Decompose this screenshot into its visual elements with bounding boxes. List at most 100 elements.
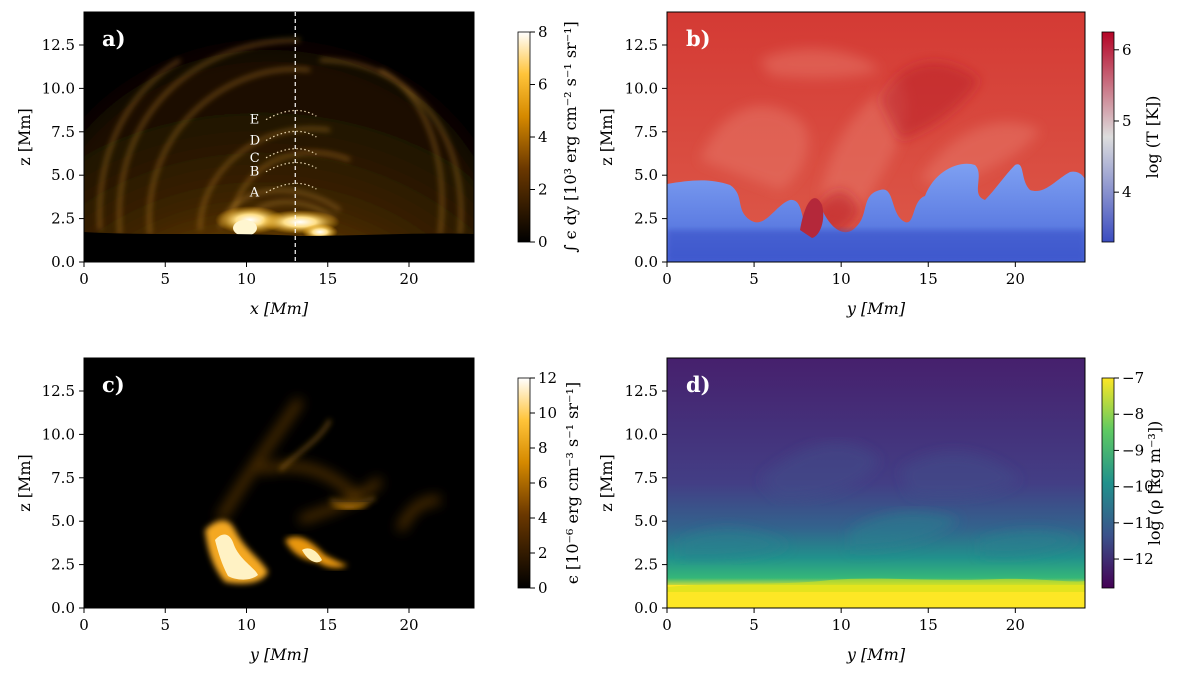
panel-d-colorbar-ticks: −7 −8 −9 −10 −11 −12: [1114, 369, 1154, 568]
x-tick-label: 20: [1006, 616, 1025, 634]
colorbar-tick-label: −11: [1122, 514, 1154, 532]
panel-a-ylabel: z [Mm]: [15, 108, 34, 166]
y-tick-label: 12.5: [625, 382, 658, 400]
colorbar-tick-label: 6: [538, 76, 548, 94]
y-tick-label: 2.5: [51, 556, 75, 574]
arc-label: B: [250, 165, 260, 180]
x-tick-label: 10: [832, 616, 851, 634]
colorbar-tick-label: 6: [538, 474, 548, 492]
panel-b-xlabel: y [Mm]: [846, 299, 906, 318]
x-tick-label: 5: [160, 270, 170, 288]
y-tick-label: 2.5: [634, 556, 658, 574]
arc-path: [265, 148, 317, 159]
y-tick-label: 2.5: [634, 210, 658, 228]
x-tick-label: 15: [919, 616, 938, 634]
colorbar-tick-label: 2: [538, 181, 548, 199]
panel-c-ylabel: z [Mm]: [15, 454, 34, 512]
panel-c: c) 0 5 10 15 20 0.0 2.5 5.0 7.5 10.0 12.5 y [Mm] z…: [15, 357, 582, 664]
colorbar-tick-label: −8: [1122, 405, 1144, 423]
colorbar-tick-label: 10: [538, 404, 557, 422]
colorbar-tick-label: 12: [538, 369, 557, 387]
y-tick-label: 12.5: [625, 36, 658, 54]
panel-d: d) 0 5 10 15 20 0.0 2.5 5.0 7.5 10.0 12.5 y [Mm] z…: [597, 357, 1164, 664]
panel-c-label: c): [102, 372, 125, 397]
x-tick-label: 20: [399, 616, 418, 634]
x-tick-label: 15: [318, 616, 337, 634]
x-tick-label: 0: [79, 616, 89, 634]
panel-b-colorbar-label: log (T [K]): [1143, 96, 1162, 179]
colorbar-tick-label: −9: [1122, 441, 1144, 459]
y-tick-label: 12.5: [42, 36, 75, 54]
panel-a-xlabel: x [Mm]: [250, 299, 309, 318]
y-tick-label: 7.5: [51, 123, 75, 141]
panel-a-colorbar-ticks: 0 2 4 6 8: [530, 23, 548, 251]
colorbar-tick-label: −10: [1122, 478, 1154, 496]
colorbar-tick-label: 8: [538, 439, 548, 457]
y-tick-label: 10.0: [42, 425, 75, 443]
arc-path: [265, 109, 317, 121]
colorbar-tick-label: 6: [1122, 41, 1132, 59]
panel-a-axes: 0 5 10 15 20 0.0 2.5 5.0 7.5 10.0 12.5: [42, 36, 419, 288]
panel-c-xlabel: y [Mm]: [249, 645, 309, 664]
panel-b-ylabel: z [Mm]: [597, 108, 616, 166]
y-tick-label: 2.5: [51, 210, 75, 228]
y-tick-label: 10.0: [625, 79, 658, 97]
panel-a-image: [84, 12, 474, 262]
colorbar-tick-label: 5: [1122, 112, 1132, 130]
panel-d-colorbar-label: log (ρ [kg m⁻³]): [1145, 421, 1164, 546]
y-tick-label: 7.5: [634, 123, 658, 141]
panel-b-axes: 0 5 10 15 20 0.0 2.5 5.0 7.5 10.0 12.5: [625, 36, 1025, 288]
panel-c-colorbar-label: ϵ [10⁻⁶ erg cm⁻³ s⁻¹ sr⁻¹]: [563, 382, 582, 584]
panel-d-ylabel: z [Mm]: [597, 454, 616, 512]
x-tick-label: 20: [1006, 270, 1025, 288]
arc-label: A: [249, 186, 260, 201]
panel-b-colorbar: [1101, 31, 1115, 243]
colorbar-tick-label: 8: [538, 23, 548, 41]
panel-d-label: d): [686, 372, 711, 397]
y-tick-label: 0.0: [634, 253, 658, 271]
y-tick-label: 0.0: [51, 253, 75, 271]
panel-d-axes: 0 5 10 15 20 0.0 2.5 5.0 7.5 10.0 12.5: [625, 382, 1025, 634]
x-tick-label: 0: [662, 270, 672, 288]
panel-c-colorbar: [517, 377, 531, 589]
x-tick-label: 0: [662, 616, 672, 634]
y-tick-label: 5.0: [51, 512, 75, 530]
x-tick-label: 5: [749, 270, 759, 288]
panel-b-image: [667, 12, 1085, 262]
x-tick-label: 5: [160, 616, 170, 634]
x-tick-label: 5: [749, 616, 759, 634]
panel-c-colorbar-ticks: 0 2 4 6 8 10 12: [530, 369, 557, 597]
panel-b-label: b): [686, 26, 711, 51]
arc-path: [265, 130, 317, 141]
panel-d-image: [667, 358, 1085, 608]
y-tick-label: 5.0: [51, 166, 75, 184]
x-tick-label: 15: [318, 270, 337, 288]
colorbar-tick-label: −7: [1122, 369, 1144, 387]
y-tick-label: 0.0: [51, 599, 75, 617]
panel-c-image: [84, 358, 474, 608]
colorbar-tick-label: 4: [538, 509, 548, 527]
panel-d-colorbar: [1101, 377, 1115, 589]
colorbar-tick-label: 4: [1122, 183, 1132, 201]
panel-c-axes: 0 5 10 15 20 0.0 2.5 5.0 7.5 10.0 12.5: [42, 382, 419, 634]
colorbar-tick-label: 0: [538, 579, 548, 597]
y-tick-label: 7.5: [51, 469, 75, 487]
panel-a-colorbar: [517, 31, 531, 243]
panel-d-xlabel: y [Mm]: [846, 645, 906, 664]
arc-label: C: [250, 151, 260, 166]
panel-b-colorbar-ticks: 4 5 6: [1114, 41, 1132, 201]
x-tick-label: 10: [237, 270, 256, 288]
x-tick-label: 0: [79, 270, 89, 288]
y-tick-label: 5.0: [634, 166, 658, 184]
y-tick-label: 7.5: [634, 469, 658, 487]
y-tick-label: 10.0: [42, 79, 75, 97]
arc-path: [265, 182, 317, 194]
x-tick-label: 20: [399, 270, 418, 288]
panel-b: b) 0 5 10 15 20 0.0 2.5 5.0 7.5 10.0 12.5 y [Mm] z…: [597, 11, 1162, 318]
y-tick-label: 12.5: [42, 382, 75, 400]
arc-label: D: [250, 133, 260, 148]
y-tick-label: 5.0: [634, 512, 658, 530]
